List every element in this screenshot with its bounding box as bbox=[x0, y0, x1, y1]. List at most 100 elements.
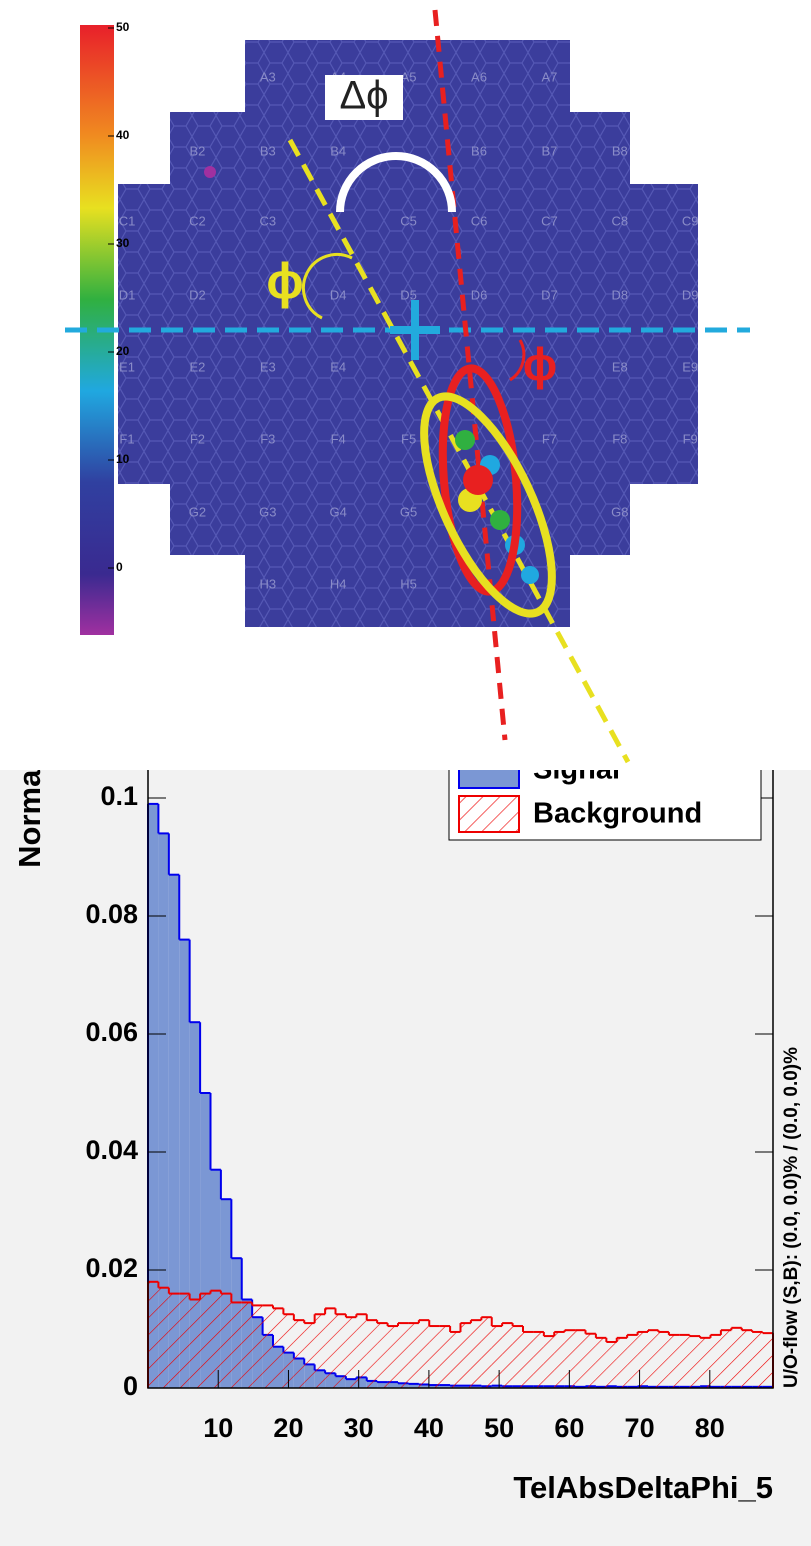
bar bbox=[148, 1281, 159, 1388]
cell-label: B2 bbox=[189, 143, 205, 158]
plot-frame bbox=[147, 770, 774, 1389]
legend-swatch bbox=[458, 795, 520, 833]
bar bbox=[762, 1333, 773, 1388]
phi-arc bbox=[301, 252, 353, 320]
bar bbox=[700, 1337, 711, 1388]
bar bbox=[366, 1320, 378, 1388]
bar bbox=[627, 1334, 638, 1388]
cell-label: C1 bbox=[119, 213, 136, 228]
bar bbox=[731, 1327, 742, 1388]
legend-label: Signal bbox=[533, 770, 620, 786]
color-bar-label: 0 bbox=[116, 560, 123, 574]
cell-label: A7 bbox=[541, 69, 557, 84]
cell-label: B6 bbox=[471, 143, 487, 158]
cell-label: B7 bbox=[541, 143, 557, 158]
cell-label: E2 bbox=[189, 359, 205, 374]
x-tick-label: 70 bbox=[625, 1413, 655, 1443]
bar bbox=[179, 1293, 190, 1388]
cell-label: F3 bbox=[260, 431, 275, 446]
bar bbox=[616, 1337, 628, 1388]
bar bbox=[689, 1336, 701, 1388]
bar bbox=[220, 1293, 232, 1388]
cell-label: H4 bbox=[330, 576, 347, 591]
cell-label: F8 bbox=[612, 431, 627, 446]
hot-pixels bbox=[204, 166, 539, 584]
cell-label: A3 bbox=[260, 69, 276, 84]
bar bbox=[179, 939, 190, 1388]
bar bbox=[377, 1323, 388, 1388]
bar bbox=[470, 1320, 482, 1388]
cell-label: D5 bbox=[400, 287, 417, 302]
x-tick-label: 30 bbox=[344, 1413, 374, 1443]
bar bbox=[252, 1305, 263, 1388]
legend-label: Background bbox=[533, 798, 702, 830]
bar bbox=[314, 1314, 326, 1388]
y-tick-label: 0 bbox=[123, 1371, 138, 1401]
bar bbox=[189, 1299, 201, 1388]
cell-label: C6 bbox=[471, 213, 488, 228]
cell-label: A5 bbox=[401, 69, 417, 84]
cell-label: E8 bbox=[612, 359, 628, 374]
color-bar-label: 50 bbox=[116, 20, 130, 34]
bar bbox=[575, 1330, 586, 1388]
cell-label: D6 bbox=[471, 287, 488, 302]
bar bbox=[273, 1308, 284, 1388]
cell-label: A6 bbox=[471, 69, 487, 84]
color-bar-label: 30 bbox=[116, 236, 130, 250]
bar bbox=[710, 1334, 721, 1388]
cell-label: D7 bbox=[541, 287, 558, 302]
cell-label: F2 bbox=[190, 431, 205, 446]
bar bbox=[200, 1293, 211, 1388]
legend-swatch bbox=[458, 770, 520, 789]
cell-label: G8 bbox=[611, 504, 628, 519]
bar bbox=[450, 1331, 461, 1388]
bar bbox=[304, 1323, 315, 1388]
cell-label: H3 bbox=[259, 576, 276, 591]
color-bar-label: 10 bbox=[116, 452, 130, 466]
plot-area bbox=[148, 770, 773, 1388]
bar bbox=[533, 1331, 544, 1388]
camera-diagram: A3A4A5A6A7B2B3B4B6B7B8C1C2C3C5C6C7C8C9D1… bbox=[0, 0, 811, 770]
y-tick-label: 0.06 bbox=[85, 1017, 138, 1047]
bar bbox=[345, 1317, 357, 1388]
x-axis-title: TelAbsDeltaPhi_5 bbox=[513, 1470, 773, 1505]
delta-phi-label: Δϕ bbox=[339, 74, 388, 118]
cell-label: C5 bbox=[400, 213, 417, 228]
bar bbox=[231, 1302, 242, 1388]
cell-label: G4 bbox=[330, 504, 347, 519]
bar bbox=[543, 1336, 555, 1388]
bar bbox=[408, 1323, 419, 1388]
bar bbox=[460, 1323, 471, 1388]
bar bbox=[439, 1326, 451, 1388]
bar bbox=[158, 833, 169, 1388]
series bbox=[147, 1280, 774, 1388]
y-tick-label: 0.1 bbox=[100, 781, 138, 811]
bar bbox=[293, 1320, 305, 1388]
cell-label: D8 bbox=[611, 287, 628, 302]
red-axis-line bbox=[432, 9, 508, 741]
cell-label: E9 bbox=[682, 359, 698, 374]
chart: 10 20 30 40 50 60 70 80 0 0.02 0.04 0.06 0.08 0.1 TelA… bbox=[0, 770, 811, 1546]
bar bbox=[502, 1323, 513, 1388]
cell-label: F5 bbox=[401, 431, 416, 446]
cell-label: C9 bbox=[682, 213, 699, 228]
bar bbox=[429, 1326, 440, 1388]
bar bbox=[168, 874, 180, 1388]
bar bbox=[564, 1330, 576, 1388]
delta-phi-box bbox=[325, 75, 403, 120]
bar bbox=[606, 1341, 617, 1388]
phi-label-red: ϕ bbox=[523, 338, 557, 390]
bar bbox=[512, 1326, 523, 1388]
bar bbox=[241, 1302, 253, 1388]
bar bbox=[283, 1314, 294, 1388]
phi-arc-red bbox=[509, 339, 526, 382]
y-axis-title: Normalised bbox=[12, 770, 47, 868]
cell-label: F4 bbox=[331, 431, 346, 446]
phi-label: ϕ bbox=[266, 253, 303, 309]
cell-label: G5 bbox=[400, 504, 417, 519]
bar bbox=[398, 1323, 409, 1388]
cell-label: F7 bbox=[542, 431, 557, 446]
bar bbox=[481, 1317, 492, 1388]
cell-label: G3 bbox=[259, 504, 276, 519]
cell-label: E4 bbox=[330, 359, 346, 374]
